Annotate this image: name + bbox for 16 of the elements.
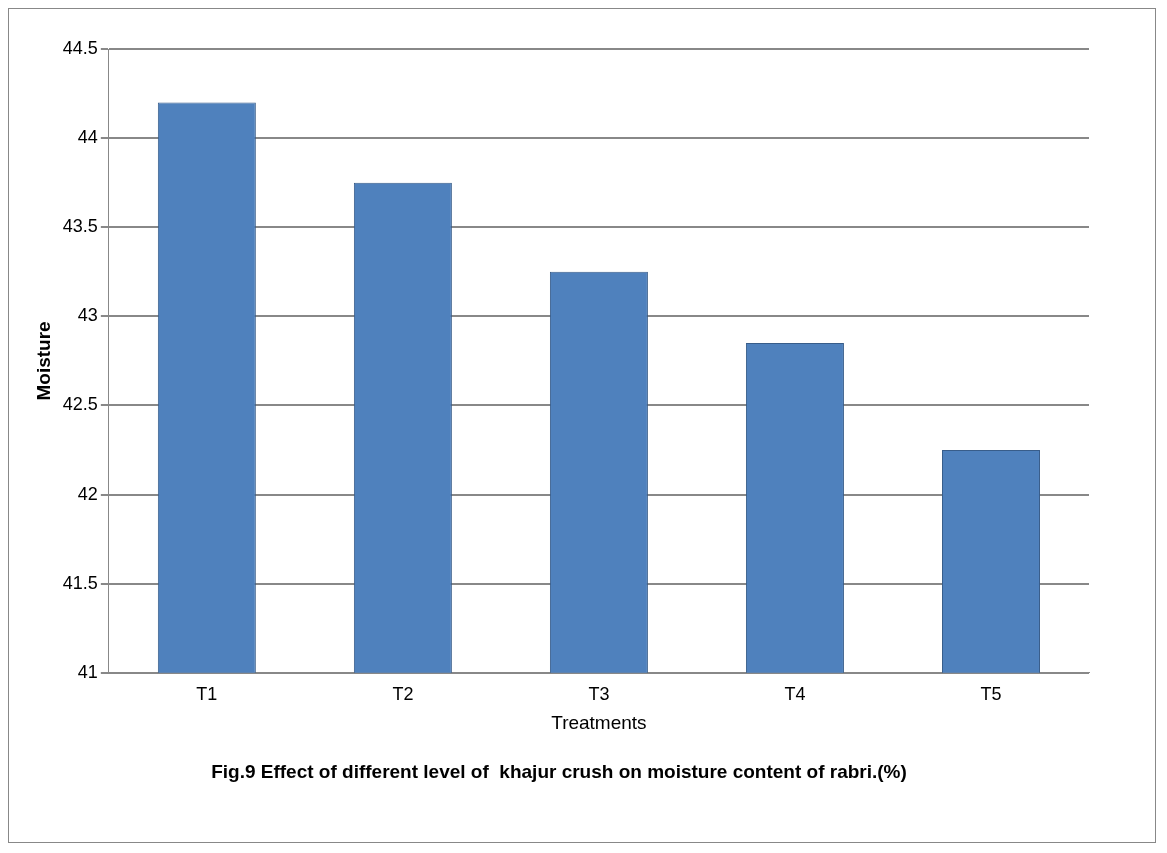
x-tick-label: T5 xyxy=(980,683,1002,704)
y-tick-label: 41 xyxy=(77,661,98,682)
y-tick-label: 44 xyxy=(77,127,98,148)
y-tick-label: 44.5 xyxy=(62,37,98,58)
y-axis-title: Moisture xyxy=(32,321,54,401)
text: Fig.9 Effect of different level of khajur crush on moisture content of rabri.(%) xyxy=(211,760,907,782)
x-axis-title: Treatments xyxy=(551,712,647,734)
x-tick-label: T2 xyxy=(392,683,414,704)
x-tick-label: T3 xyxy=(588,683,610,704)
x-tick-label: T1 xyxy=(196,683,218,704)
y-tick-label: 43 xyxy=(77,305,98,326)
x-tick-label: T4 xyxy=(784,683,806,704)
y-tick-label: 43.5 xyxy=(62,216,98,237)
y-tick-label: 42.5 xyxy=(62,394,98,415)
y-tick-label: 41.5 xyxy=(62,572,98,593)
y-tick-label: 42 xyxy=(77,483,98,504)
